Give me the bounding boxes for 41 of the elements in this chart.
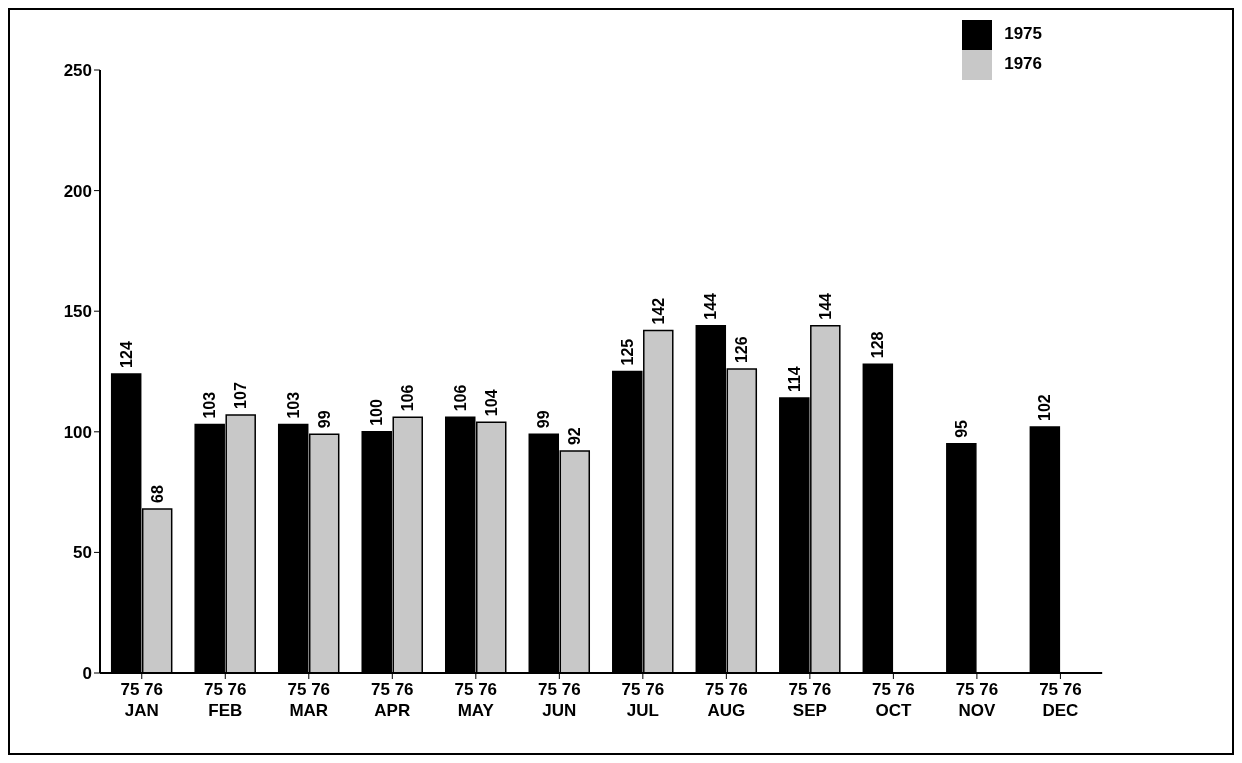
data-label: 124: [117, 341, 135, 368]
x-tick-label: 75 76 SEP: [788, 680, 832, 720]
data-label: 107: [232, 382, 250, 409]
legend-label: 1976: [1004, 54, 1042, 74]
data-label: 128: [869, 331, 887, 359]
x-tick-label: 75 76 JUN: [538, 680, 581, 720]
data-label: 144: [816, 292, 834, 320]
data-label: 95: [952, 419, 970, 438]
data-label: 142: [649, 297, 667, 325]
data-label: 126: [733, 336, 751, 364]
y-tick-label: 250: [63, 61, 92, 81]
x-tick-label: 75 76 OCT: [872, 680, 915, 720]
legend-label: 1975: [1004, 24, 1042, 44]
data-label: 100: [368, 399, 386, 426]
data-label: 125: [618, 338, 636, 366]
data-label: 103: [201, 391, 219, 419]
x-tick-label: 75 76 JUL: [621, 680, 665, 720]
x-tick-label: 75 76 MAY: [454, 680, 498, 720]
data-label: 99: [315, 410, 333, 429]
x-tick-label: 75 76 JAN: [120, 680, 164, 720]
data-label: 104: [482, 389, 500, 417]
x-tick-label: 75 76 MAR: [287, 680, 331, 720]
data-label: 144: [702, 292, 720, 320]
x-tick-label: 75 76 NOV: [955, 680, 999, 720]
y-tick-label: 150: [63, 302, 92, 322]
y-tick-label: 0: [82, 664, 92, 684]
y-tick-label: 100: [63, 422, 92, 442]
x-tick-label: 75 76 FEB: [204, 680, 247, 720]
data-label: 114: [785, 366, 803, 393]
data-label: 68: [148, 485, 166, 503]
data-label: 92: [566, 427, 584, 446]
x-tick-label: 75 76 DEC: [1039, 680, 1082, 720]
x-tick-label: 75 76 AUG: [705, 680, 748, 720]
data-label: 106: [451, 384, 469, 412]
x-tick-label: 75 76 APR: [371, 680, 414, 720]
data-label: 103: [284, 391, 302, 419]
data-label: 106: [399, 384, 417, 412]
y-tick-label: 50: [73, 543, 92, 563]
data-label: 99: [535, 410, 553, 429]
y-tick-label: 200: [63, 181, 92, 201]
data-label: 102: [1036, 394, 1054, 421]
